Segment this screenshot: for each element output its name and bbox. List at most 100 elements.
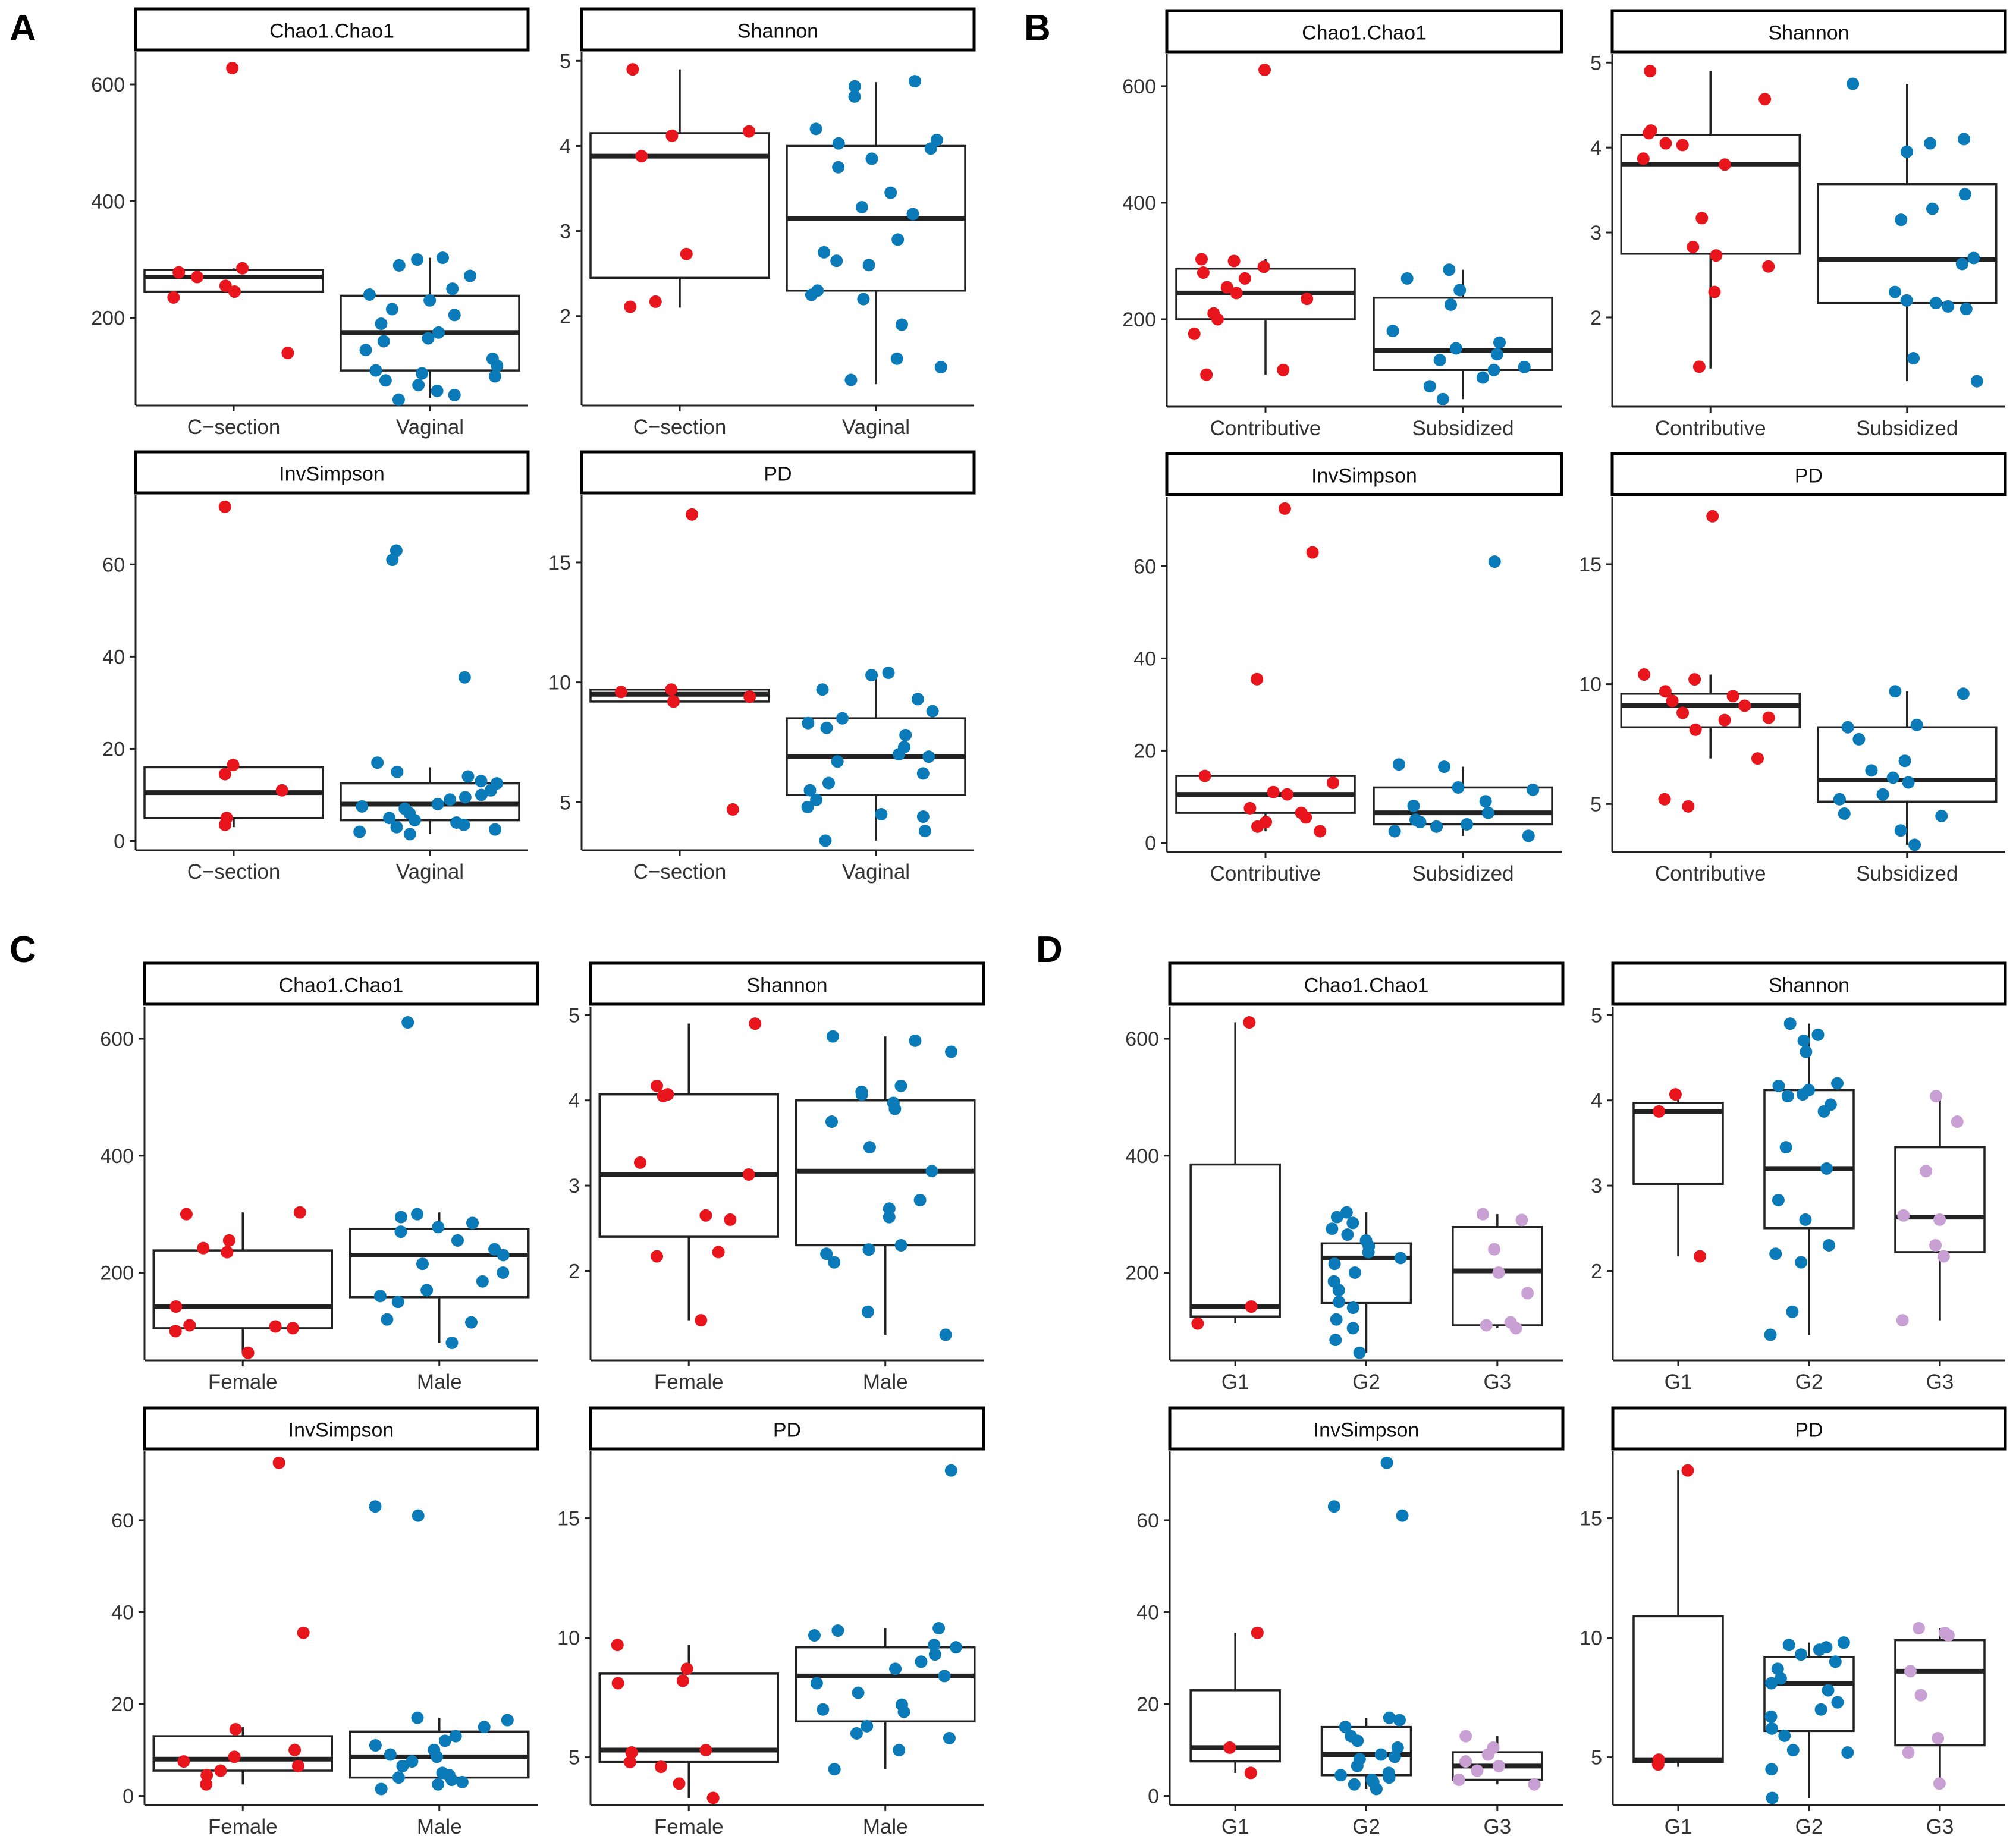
data-point: [287, 1322, 300, 1335]
y-tick-label: 4: [1590, 137, 1602, 159]
data-point: [1243, 801, 1257, 815]
data-point: [478, 1721, 491, 1734]
data-point: [1383, 1771, 1396, 1784]
data-point: [432, 1221, 445, 1234]
data-point: [950, 1641, 963, 1654]
data-point: [1689, 723, 1702, 736]
data-point: [431, 797, 444, 810]
data-point: [614, 686, 627, 699]
data-point: [1933, 1213, 1946, 1226]
data-point: [913, 1193, 927, 1206]
data-point: [1786, 1305, 1799, 1318]
y-tick-label: 200: [1125, 1262, 1159, 1284]
panel-letters: A B C D: [10, 8, 1063, 970]
data-point: [915, 1655, 928, 1668]
data-point: [1393, 1714, 1406, 1727]
x-tick-label: Subsidized: [1412, 417, 1513, 440]
data-point: [1340, 1206, 1353, 1219]
data-point: [1695, 212, 1709, 225]
data-point: [1651, 1758, 1665, 1771]
data-point: [241, 1346, 255, 1359]
panel-letter-b: B: [1024, 8, 1051, 49]
data-point: [1822, 1238, 1835, 1252]
x-tick-label: Subsidized: [1856, 862, 1958, 885]
data-point: [373, 1290, 387, 1303]
data-point: [706, 1791, 720, 1804]
y-tick-label: 15: [1579, 1508, 1602, 1530]
data-point: [1708, 285, 1721, 298]
data-point: [1251, 672, 1264, 686]
data-point: [673, 1777, 686, 1790]
x-tick-label: G3: [1483, 1370, 1511, 1394]
data-point: [848, 90, 861, 103]
panel-d-chao1-chao1: Chao1.Chao1 200 400 600 G1 G2 G3: [1125, 961, 1565, 1394]
data-point: [1886, 771, 1899, 784]
box-iqr: [1632, 1102, 1724, 1185]
data-point: [386, 554, 399, 567]
data-point: [1515, 1213, 1528, 1227]
data-point: [1706, 510, 1719, 523]
data-point: [497, 1249, 510, 1262]
y-tick-label: 5: [1590, 52, 1602, 74]
data-point: [1769, 1247, 1782, 1260]
data-point: [844, 373, 858, 386]
data-point: [883, 1211, 896, 1224]
data-point: [392, 393, 405, 406]
data-point: [889, 1662, 902, 1675]
box-contributive: [1620, 71, 1801, 369]
panel-a-invsimpson: InvSimpson 0 20 40 60 C−section Vaginal: [102, 450, 530, 884]
data-point: [1687, 240, 1700, 253]
data-point: [1346, 1216, 1359, 1230]
data-point: [449, 1730, 462, 1743]
x-tick-label: G3: [1926, 1815, 1954, 1836]
data-point: [934, 361, 947, 374]
data-point: [1912, 1622, 1925, 1634]
data-point: [1896, 1314, 1909, 1327]
data-point: [459, 791, 472, 804]
data-point: [359, 344, 372, 357]
data-point: [411, 1208, 424, 1221]
data-point: [1362, 1246, 1375, 1259]
data-point: [1907, 352, 1920, 365]
y-tick-label: 5: [560, 50, 571, 73]
panel-a-chao1-chao1: Chao1.Chao1 200 400 600 C−section Vaginal: [91, 7, 530, 439]
panel-a-shannon: Shannon 2 3 4 5 C−section Vaginal: [560, 7, 976, 439]
x-tick-label: Vaginal: [396, 416, 464, 439]
y-tick-label: 0: [123, 1785, 134, 1808]
data-point: [1407, 799, 1420, 812]
data-point: [1396, 1509, 1409, 1522]
y-tick-label: 4: [1591, 1090, 1602, 1112]
data-point: [1528, 1778, 1541, 1791]
data-point: [888, 1102, 902, 1115]
x-tick-label: Male: [417, 1815, 462, 1836]
x-tick-label: Vaginal: [842, 860, 910, 884]
data-point: [832, 137, 845, 150]
y-tick-label: 60: [102, 554, 125, 576]
data-point: [438, 1734, 451, 1747]
data-point: [375, 317, 388, 331]
data-point: [197, 1241, 210, 1255]
data-point: [177, 1755, 190, 1768]
facet-title: Chao1.Chao1: [269, 20, 394, 43]
data-point: [1326, 1222, 1339, 1235]
data-point: [218, 500, 231, 513]
data-point: [1765, 1722, 1778, 1735]
data-point: [1452, 1774, 1465, 1786]
panel-c-shannon: Shannon 2 3 4 5 Female Male: [569, 961, 985, 1394]
data-point: [1211, 313, 1224, 326]
data-point: [432, 326, 445, 339]
data-point: [945, 1045, 958, 1058]
data-point: [416, 367, 429, 380]
data-point: [1666, 694, 1679, 708]
data-point: [214, 1764, 227, 1777]
data-point: [922, 750, 935, 763]
data-point: [1942, 1629, 1955, 1642]
data-point: [863, 1141, 876, 1154]
data-point: [1306, 546, 1319, 559]
data-point: [916, 810, 930, 823]
data-point: [200, 1769, 213, 1782]
data-point: [1831, 1077, 1844, 1090]
data-point: [431, 1750, 444, 1763]
y-tick-label: 20: [102, 738, 125, 760]
